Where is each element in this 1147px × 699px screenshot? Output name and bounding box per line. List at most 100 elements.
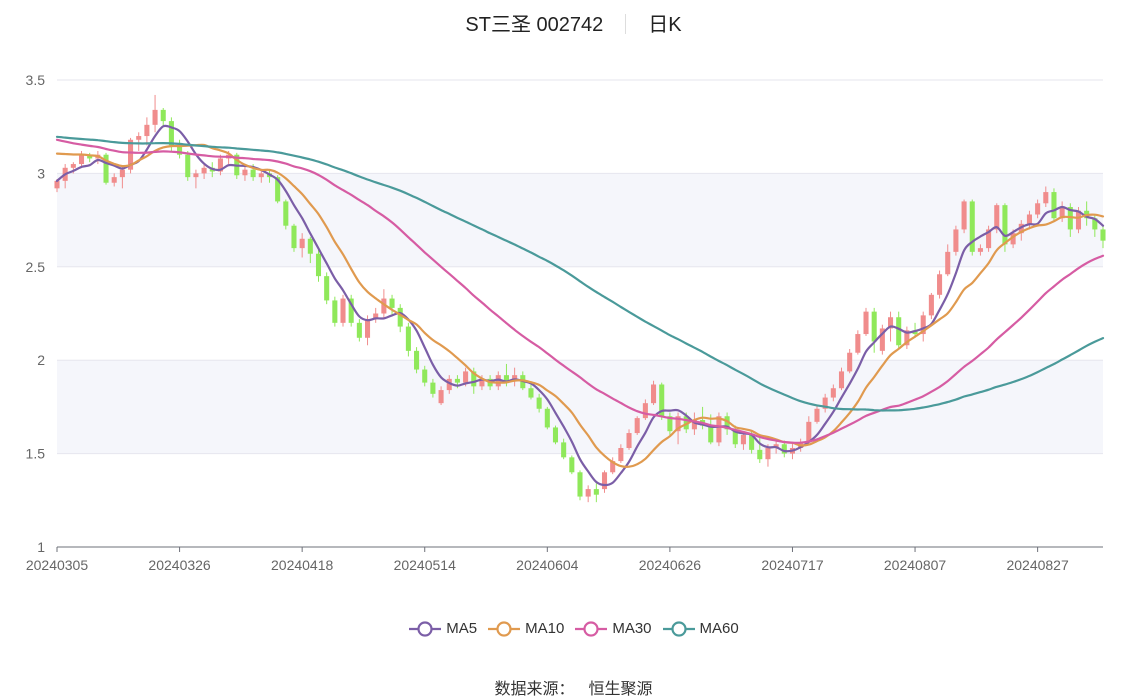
legend-item-ma5[interactable]: MA5 bbox=[408, 620, 477, 637]
candle-body bbox=[536, 397, 542, 409]
candle bbox=[536, 393, 542, 413]
candle-body bbox=[332, 300, 338, 323]
candle bbox=[945, 244, 951, 277]
candle-body bbox=[847, 352, 853, 372]
y-tick-label: 1.5 bbox=[26, 446, 46, 462]
candle bbox=[879, 324, 885, 355]
candle-body bbox=[879, 328, 885, 351]
candle-body bbox=[961, 201, 967, 230]
candle bbox=[495, 371, 501, 391]
candle-body bbox=[315, 253, 322, 277]
candle bbox=[414, 347, 420, 374]
candle-body bbox=[340, 298, 346, 323]
candle-body bbox=[78, 154, 85, 165]
candle bbox=[446, 375, 452, 394]
candle bbox=[283, 199, 289, 230]
legend: MA5 MA10 MA30 MA60 bbox=[0, 620, 1147, 641]
legend-marker bbox=[488, 620, 521, 637]
candle-body bbox=[1075, 210, 1082, 230]
candle bbox=[405, 322, 411, 357]
grid-band bbox=[57, 360, 1103, 454]
candle-body bbox=[1035, 203, 1041, 215]
candle-body bbox=[896, 317, 902, 346]
candle-body bbox=[136, 136, 142, 140]
candle-body bbox=[634, 418, 640, 434]
candle-body bbox=[348, 298, 354, 323]
candle bbox=[585, 485, 591, 503]
candle bbox=[626, 429, 632, 450]
x-tick-label: 20240626 bbox=[639, 557, 702, 573]
candle bbox=[593, 483, 599, 503]
candle-body bbox=[1100, 229, 1106, 241]
candle bbox=[634, 416, 640, 435]
series-line-ma30 bbox=[55, 138, 1105, 444]
candle-body bbox=[1051, 192, 1057, 219]
candle-body bbox=[855, 334, 861, 353]
y-tick-label: 1 bbox=[37, 539, 45, 555]
candle-body bbox=[250, 169, 256, 178]
y-tick-label: 3.5 bbox=[26, 72, 46, 88]
legend-item-ma30[interactable]: MA30 bbox=[574, 620, 652, 637]
candle bbox=[438, 386, 444, 406]
candle-body bbox=[70, 164, 76, 168]
candle-body bbox=[577, 472, 583, 497]
x-tick-label: 20240827 bbox=[1006, 557, 1069, 573]
chart-title: ST三圣 002742 日K bbox=[0, 8, 1147, 37]
candle bbox=[160, 108, 166, 127]
candle-body bbox=[364, 319, 371, 338]
candle-body bbox=[969, 201, 975, 252]
candle-body bbox=[87, 154, 93, 159]
candle bbox=[397, 304, 403, 333]
candle-body bbox=[471, 371, 477, 387]
candle-body bbox=[1092, 218, 1098, 230]
candle-body bbox=[111, 177, 117, 183]
candle bbox=[577, 470, 583, 501]
candle bbox=[724, 412, 730, 435]
candle-body bbox=[446, 378, 452, 391]
candle bbox=[610, 457, 616, 475]
candle-body bbox=[128, 139, 134, 170]
candle-body bbox=[1067, 207, 1073, 230]
y-tick-label: 2.5 bbox=[26, 259, 46, 275]
candle-body bbox=[691, 419, 697, 430]
candle-body bbox=[495, 375, 501, 387]
candle bbox=[1059, 201, 1065, 222]
x-tick-label: 20240807 bbox=[884, 557, 947, 573]
candle bbox=[111, 173, 117, 187]
candle bbox=[1100, 225, 1106, 249]
candle-body bbox=[708, 425, 714, 443]
candle bbox=[863, 307, 869, 336]
legend-item-ma10[interactable]: MA10 bbox=[487, 620, 564, 637]
candles bbox=[54, 94, 1106, 503]
candle-body bbox=[193, 173, 199, 178]
candle bbox=[847, 348, 853, 374]
candle-body bbox=[1043, 192, 1049, 204]
legend-label: MA30 bbox=[612, 620, 652, 637]
candle-body bbox=[217, 158, 223, 172]
candle-body bbox=[887, 317, 894, 329]
candle bbox=[373, 307, 379, 323]
candle-body bbox=[781, 444, 787, 454]
candle bbox=[144, 117, 150, 146]
legend-item-ma60[interactable]: MA60 bbox=[662, 620, 739, 637]
candle-body bbox=[405, 326, 411, 351]
candle-body bbox=[601, 472, 608, 490]
candle bbox=[552, 425, 559, 445]
y-axis: 1 1.5 2 2.5 3 3.5 bbox=[26, 72, 46, 555]
candle-body bbox=[397, 307, 403, 327]
candle bbox=[340, 294, 346, 327]
candle bbox=[1026, 210, 1032, 230]
candle-body bbox=[716, 416, 722, 443]
candle bbox=[544, 406, 550, 430]
x-axis: 20240305 20240326 20240418 20240514 20240604… bbox=[26, 546, 1103, 573]
candle-body bbox=[994, 205, 1000, 230]
candle-body bbox=[54, 180, 60, 189]
grid-band bbox=[57, 173, 1103, 267]
candle-body bbox=[552, 427, 559, 443]
candle bbox=[242, 165, 248, 181]
candle-body bbox=[610, 461, 616, 473]
candle-body bbox=[185, 154, 191, 178]
candle bbox=[920, 311, 926, 342]
candle-body bbox=[356, 322, 362, 338]
candle bbox=[332, 296, 338, 327]
